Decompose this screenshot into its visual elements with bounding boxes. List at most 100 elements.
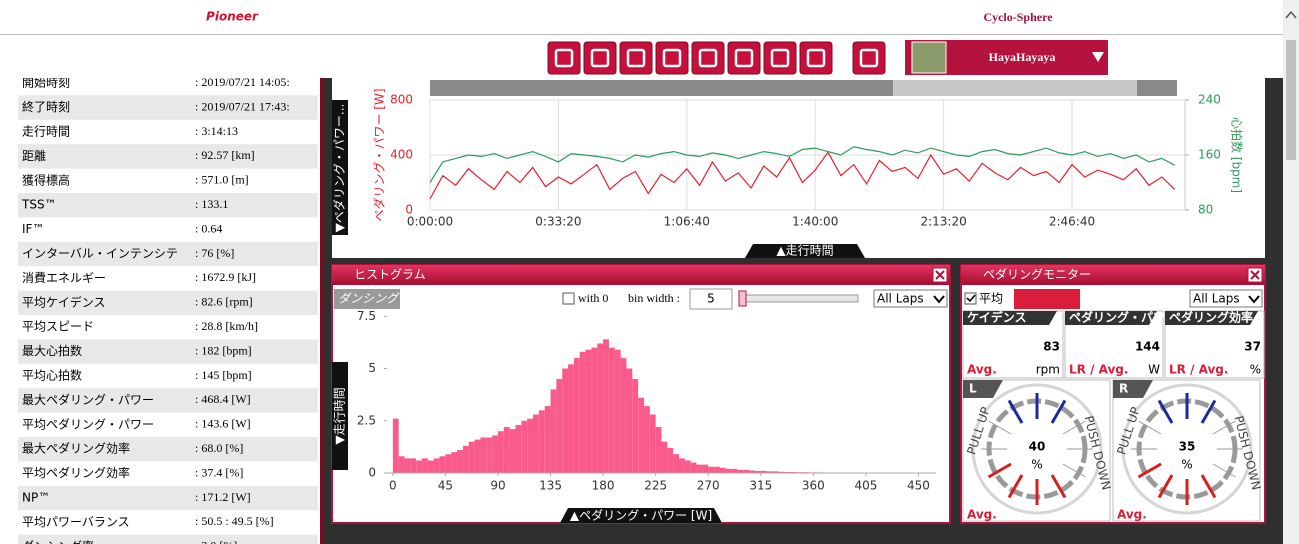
toolbar-button[interactable]	[727, 41, 761, 75]
toolbar-button[interactable]	[763, 41, 797, 75]
histogram-bar	[533, 414, 539, 473]
histogram-bar	[422, 458, 428, 473]
summary-label: 終了時刻	[22, 99, 70, 114]
histogram-bar	[620, 358, 627, 473]
histogram-bar	[573, 358, 580, 473]
gauge-spoke	[1050, 399, 1067, 424]
x-tick-label: 450	[907, 479, 930, 493]
histogram-bar	[515, 424, 522, 473]
x-tick-label: 135	[539, 479, 562, 493]
slider-handle[interactable]	[738, 290, 747, 307]
toolbar-button[interactable]	[547, 41, 581, 75]
summary-row-bg	[18, 95, 318, 120]
user-avatar	[911, 41, 947, 74]
histogram-bar	[743, 469, 750, 473]
app-title: Cyclo-Sphere	[983, 10, 1053, 24]
x-tick-label: 2:13:20	[920, 215, 966, 229]
y-tick-label: 2.5	[357, 413, 376, 427]
bin-width-input[interactable]	[689, 288, 733, 310]
gauge-spoke	[1200, 474, 1217, 499]
toolbar-button[interactable]	[691, 41, 725, 75]
histogram-bar	[603, 339, 609, 473]
summary-row-bg	[18, 193, 318, 218]
summary-label: 平均パワーバランス	[22, 515, 130, 529]
lap-select[interactable]	[1189, 289, 1263, 308]
side-tab[interactable]	[332, 362, 348, 470]
histogram-bar	[457, 450, 463, 473]
histogram-bar	[655, 427, 662, 473]
histogram-bar	[416, 460, 423, 473]
x-tick-label: 0:00:00	[407, 215, 453, 229]
y2-tick-label: 80	[1198, 203, 1213, 217]
x-tick-label: 2:46:40	[1049, 215, 1095, 229]
lap-select-value: All Laps	[1193, 292, 1240, 306]
y2-tick-label: 240	[1198, 93, 1221, 107]
range-window[interactable]	[893, 80, 1137, 96]
summary-label: 獲得標高	[22, 172, 70, 187]
toolbar-icon	[734, 48, 754, 68]
histogram-bar	[667, 447, 674, 473]
summary-label: 距離	[22, 149, 46, 163]
gauge-spoke	[1157, 399, 1174, 424]
side-tab[interactable]	[332, 100, 348, 235]
histogram-bar	[626, 368, 633, 473]
bin-width-slider[interactable]	[739, 294, 859, 303]
toolbar-icon	[698, 48, 718, 68]
close-icon	[1250, 270, 1260, 280]
toolbar-button[interactable]	[655, 41, 689, 75]
metric-note: Avg.	[967, 363, 997, 377]
bottom-tab[interactable]	[560, 508, 722, 523]
summary-value: : 3.0 [%]	[195, 539, 237, 544]
histogram-bar	[597, 343, 604, 473]
with-zero-checkbox[interactable]	[562, 292, 575, 305]
histogram-bar	[649, 414, 656, 473]
summary-label: ダンシング率	[22, 538, 94, 544]
histogram-bar	[433, 458, 440, 473]
bottom-tab[interactable]	[745, 244, 865, 258]
histogram-bar	[608, 347, 615, 473]
lap-select[interactable]	[873, 289, 948, 308]
x-tick-label: 405	[854, 479, 877, 493]
metric-note: LR / Avg.	[1169, 363, 1228, 377]
avg-checkbox[interactable]	[964, 292, 977, 305]
toolbar-button[interactable]	[619, 41, 653, 75]
scrollbar-thumb[interactable]	[1286, 40, 1296, 160]
scroll-up[interactable]	[1285, 10, 1297, 19]
summary-value: : 468.4 [W]	[195, 392, 251, 406]
gauge-unit: %	[1181, 458, 1192, 472]
metric-value: 83	[1043, 340, 1060, 354]
gauge-value: 40	[1029, 440, 1046, 454]
histogram-bar	[585, 349, 592, 473]
summary-label: 開始時刻	[22, 76, 70, 90]
gauge-value: 35	[1179, 440, 1196, 454]
histogram-bar	[562, 368, 569, 473]
histogram-bar	[754, 470, 761, 473]
x-tick-label: 0:33:20	[535, 215, 581, 229]
toolbar-icon	[806, 48, 826, 68]
histogram-bar	[579, 351, 586, 473]
histogram-bar	[404, 458, 411, 473]
histogram-bar	[731, 468, 738, 473]
gauge-center	[1165, 427, 1209, 471]
x-tick-label: 90	[490, 479, 505, 493]
bin-width-value: 5	[707, 292, 715, 306]
histogram-bar	[503, 427, 510, 473]
toolbar-button[interactable]	[799, 41, 833, 75]
badge	[334, 289, 400, 309]
panel-title: ヒストグラム	[354, 268, 426, 282]
x-tick-label: 180	[592, 479, 615, 493]
histogram-bar	[538, 410, 545, 473]
histogram-bar	[439, 456, 446, 473]
toolbar-button[interactable]	[852, 41, 886, 75]
lap-select-value: All Laps	[877, 292, 924, 306]
summary-row-bg	[18, 339, 318, 364]
toolbar-button[interactable]	[583, 41, 617, 75]
metric-unit: rpm	[1036, 363, 1060, 377]
summary-value: : 76 [%]	[195, 246, 234, 260]
data-line	[429, 151, 1176, 200]
with-zero-label: with 0	[578, 291, 608, 305]
summary-label: IF™	[22, 222, 44, 236]
histogram-bar	[760, 470, 767, 473]
histogram-bar	[568, 364, 574, 473]
